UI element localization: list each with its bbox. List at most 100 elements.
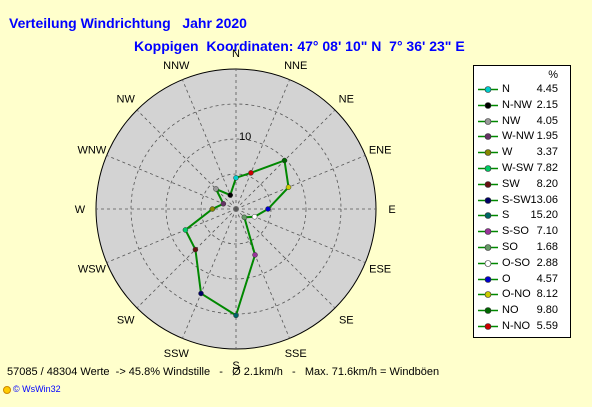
- direction-label: NW: [117, 94, 136, 106]
- data-point-s: [233, 312, 239, 319]
- legend-label: NW: [502, 114, 521, 127]
- brand-logo-icon: [3, 385, 11, 394]
- legend-value: 7.82: [536, 162, 558, 174]
- legend-marker-icon: [478, 212, 498, 220]
- data-point-se: [241, 214, 248, 221]
- legend-value: 13.06: [530, 193, 558, 206]
- legend-value: 7.10: [536, 225, 558, 238]
- direction-label: S: [232, 360, 239, 372]
- legend-value: 4.57: [536, 272, 558, 285]
- legend-value: 15.20: [530, 209, 558, 222]
- legend-marker-icon: [478, 307, 498, 314]
- legend-row: SO 1.68: [474, 240, 570, 255]
- legend-row: NW 4.05: [474, 114, 570, 129]
- legend-marker-icon: [478, 259, 498, 267]
- legend-value: 1.68: [536, 241, 558, 253]
- data-point-ssw: [198, 290, 204, 297]
- legend-marker-icon: [478, 196, 498, 204]
- legend-label: N: [502, 83, 510, 95]
- legend-row: N-NO 5.59: [474, 319, 570, 334]
- legend-row: SW 8.20: [474, 177, 570, 192]
- grid-spoke: [235, 208, 366, 263]
- legend: % N 4.45 N-NW 2.15 NW 4.05 W-NW 1.95 W 3.37 W-SW 7.…: [473, 65, 571, 338]
- legend-marker-icon: [478, 133, 498, 141]
- legend-marker-icon: [478, 149, 498, 156]
- grid-ring: [200, 173, 272, 245]
- data-point-nw: [213, 186, 219, 192]
- grid-spoke: [136, 208, 237, 309]
- direction-label: NE: [339, 94, 354, 106]
- legend-label: O: [502, 272, 511, 285]
- legend-row: W-NW 1.95: [474, 129, 570, 144]
- chart-title: Verteilung Windrichtung Jahr 2020: [9, 15, 247, 31]
- brand-label: © WsWin32: [13, 384, 61, 394]
- legend-row: O-SO 2.88: [474, 256, 570, 271]
- legend-marker-icon: [478, 101, 498, 109]
- direction-label: N: [232, 48, 240, 60]
- legend-label: S-SW: [502, 193, 531, 206]
- legend-marker-icon: [478, 228, 498, 235]
- legend-marker-icon: [478, 323, 498, 330]
- legend-label: NO: [502, 304, 519, 317]
- legend-value: 8.20: [536, 177, 558, 190]
- legend-value: 9.80: [536, 304, 558, 317]
- direction-label: E: [388, 204, 395, 216]
- legend-value: 3.37: [536, 146, 558, 159]
- legend-value: 2.88: [536, 256, 558, 269]
- direction-label: SSE: [285, 348, 307, 360]
- legend-row: S-SW 13.06: [474, 193, 570, 208]
- legend-value: 8.12: [536, 288, 558, 301]
- legend-value: 4.45: [536, 83, 558, 95]
- direction-label: NNW: [163, 60, 190, 72]
- data-point-sse: [252, 252, 258, 258]
- direction-label: NNE: [284, 60, 307, 72]
- legend-value: 4.05: [536, 114, 558, 127]
- grid-spoke: [235, 208, 290, 339]
- data-point-w: [209, 206, 216, 212]
- legend-label: O-NO: [502, 288, 531, 301]
- data-point-nnw: [227, 192, 233, 198]
- legend-value: 5.59: [536, 320, 558, 332]
- direction-label: SW: [117, 314, 135, 326]
- legend-row: S 15.20: [474, 208, 570, 223]
- legend-marker-icon: [478, 291, 498, 299]
- stats-footer: 57085 / 48304 Werte -> 45.8% Windstille …: [7, 366, 440, 378]
- grid-ring: [165, 138, 307, 280]
- grid-spoke: [235, 109, 336, 210]
- grid-spoke: [182, 79, 237, 210]
- direction-labels: N NNE NE ENE E ESE SE SSE S SSW SW WSW W WNW NW NNW: [75, 48, 396, 372]
- legend-row: O-NO 8.12: [474, 287, 570, 302]
- legend-label: W-NW: [502, 130, 535, 143]
- legend-label: W: [502, 146, 513, 159]
- data-point-wsw: [182, 227, 189, 233]
- data-point-sw: [192, 246, 199, 253]
- legend-row: W-SW 7.82: [474, 161, 570, 176]
- data-point-e: [265, 206, 271, 212]
- data-point-wnw: [220, 201, 227, 207]
- legend-label: N-NO: [502, 320, 531, 332]
- direction-label: WNW: [78, 144, 107, 156]
- direction-label: SE: [339, 314, 354, 326]
- legend-value: 1.95: [536, 130, 558, 143]
- legend-label: SW: [502, 177, 520, 190]
- legend-label: W-SW: [502, 162, 534, 174]
- legend-marker-icon: [478, 275, 498, 283]
- grid-spoke: [235, 208, 336, 309]
- legend-row: NO 9.80: [474, 303, 570, 318]
- legend-header: %: [474, 69, 570, 82]
- ring-label: 10: [239, 131, 251, 143]
- grid-spoke: [235, 155, 366, 210]
- legend-row: N 4.45: [474, 82, 570, 97]
- direction-label: W: [75, 204, 86, 216]
- direction-label: ENE: [369, 144, 392, 156]
- data-point-nne: [248, 170, 254, 176]
- chart-subtitle: Koppigen Koordinaten: 47° 08' 10" N 7° 3…: [134, 38, 465, 54]
- legend-marker-icon: [478, 86, 498, 93]
- legend-label: S: [502, 209, 510, 222]
- legend-row: S-SO 7.10: [474, 224, 570, 239]
- brand-credit: © WsWin32: [3, 384, 61, 394]
- polar-grid: 10: [95, 68, 377, 350]
- data-point-ne: [281, 157, 288, 164]
- legend-label: N-NW: [502, 98, 532, 111]
